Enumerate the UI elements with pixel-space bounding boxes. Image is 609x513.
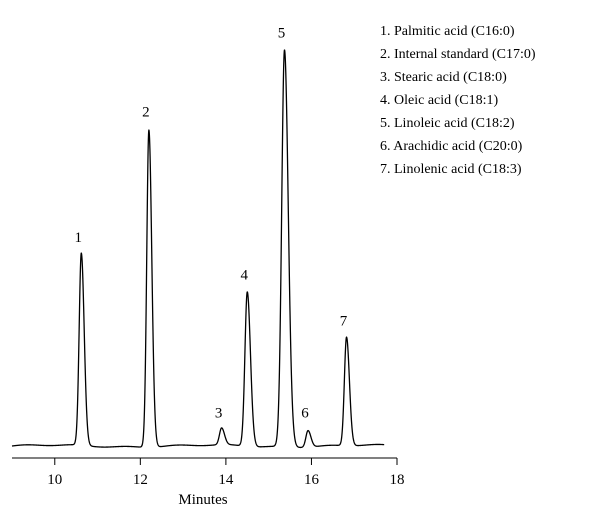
peak-label-2: 2 <box>142 105 150 121</box>
legend-item-4: 4. Oleic acid (C18:1) <box>380 93 499 108</box>
peak-label-3: 3 <box>215 405 223 421</box>
x-tick-label: 16 <box>304 472 320 488</box>
legend-item-5: 5. Linoleic acid (C18:2) <box>380 116 515 131</box>
x-tick-label: 18 <box>390 472 405 488</box>
x-tick-label: 10 <box>47 472 62 488</box>
peak-label-6: 6 <box>301 405 309 421</box>
x-tick-label: 12 <box>133 472 148 488</box>
legend-item-3: 3. Stearic acid (C18:0) <box>380 70 507 85</box>
x-tick-label: 14 <box>218 472 234 488</box>
peak-label-4: 4 <box>241 268 249 284</box>
legend: 1. Palmitic acid (C16:0) 2. Internal sta… <box>380 24 536 177</box>
peak-label-1: 1 <box>75 230 83 246</box>
legend-item-1: 1. Palmitic acid (C16:0) <box>380 24 515 39</box>
peak-label-5: 5 <box>278 25 286 41</box>
legend-item-6: 6. Arachidic acid (C20:0) <box>380 139 523 154</box>
chromatogram-trace <box>11 49 385 449</box>
peak-label-7: 7 <box>340 313 348 329</box>
x-axis-title: Minutes <box>178 492 227 508</box>
legend-item-7: 7. Linolenic acid (C18:3) <box>380 162 522 177</box>
legend-item-2: 2. Internal standard (C17:0) <box>380 47 536 62</box>
